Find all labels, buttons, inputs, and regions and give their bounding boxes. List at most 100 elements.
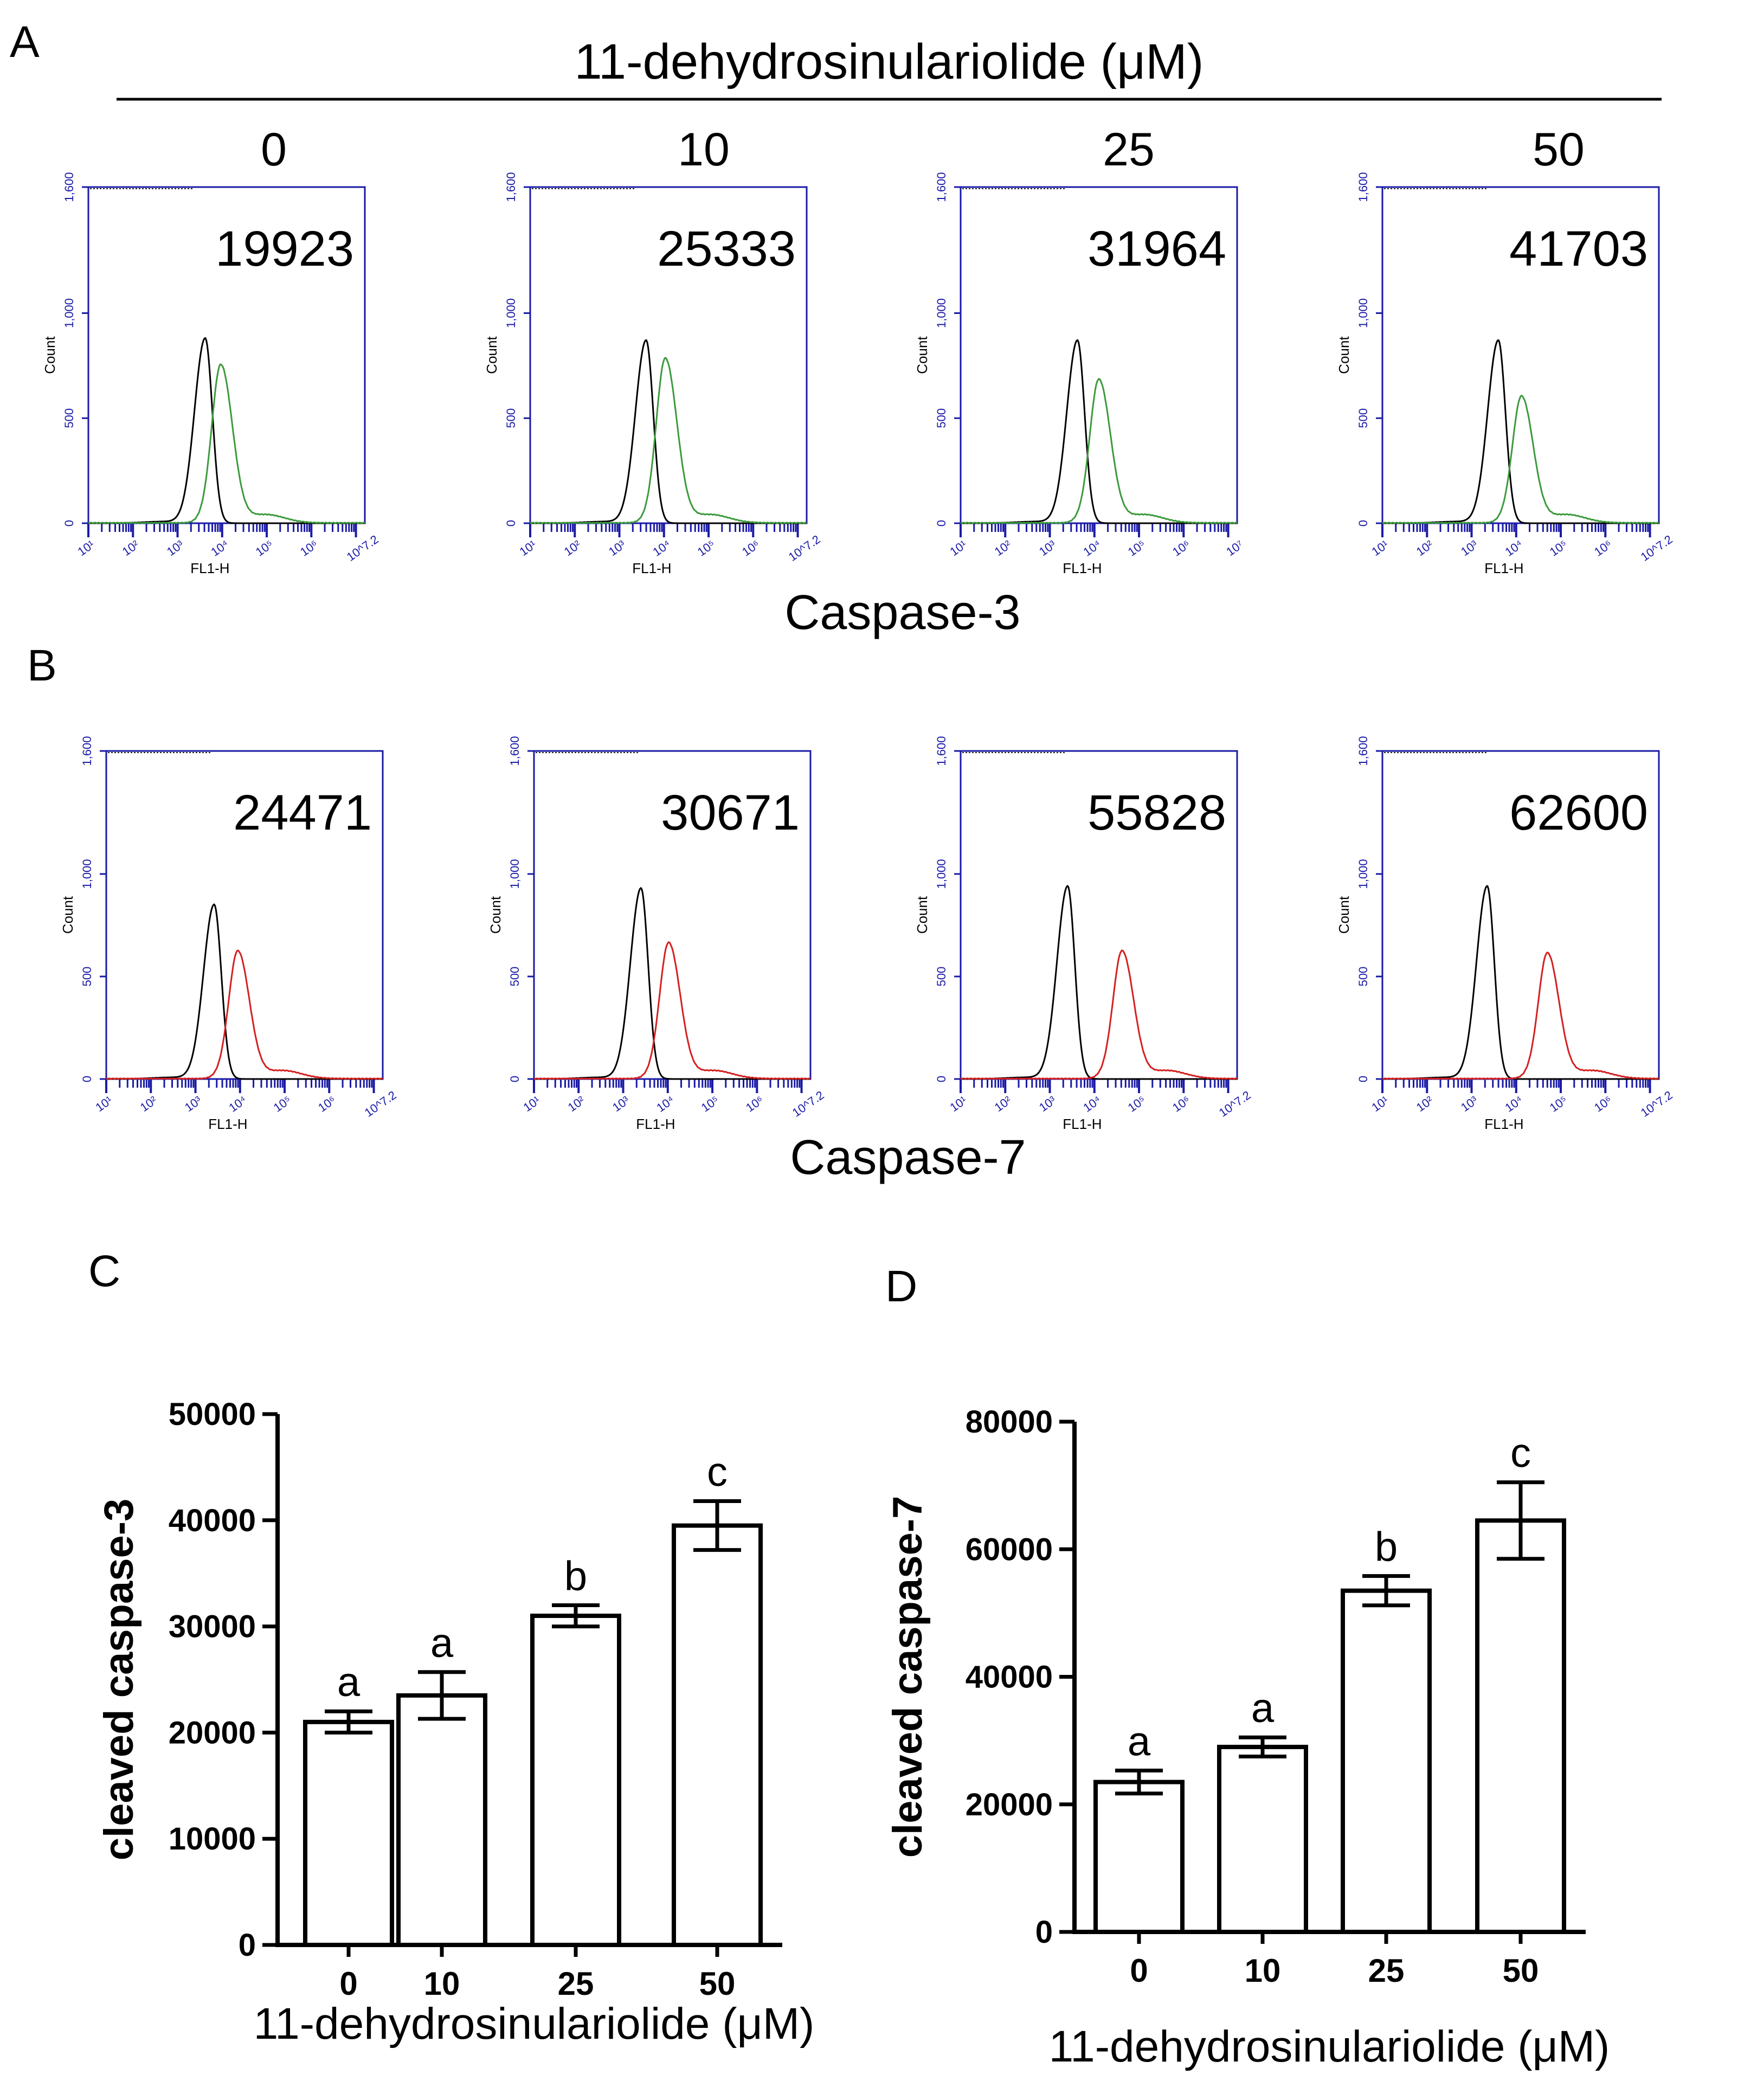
x-tick-label: 0 [1130,1953,1148,1989]
y-tick-label: 500 [504,408,518,428]
concentration-label: 0 [261,124,287,176]
histogram-curve-caspase-3 [960,377,1238,524]
significance-letter: b [564,1553,587,1599]
x-axis-label: 11-dehydrosinulariolide (μM) [254,1999,815,2048]
significance-letter: a [337,1659,361,1705]
y-tick-label: 500 [935,967,948,987]
y-tick-label: 40000 [966,1660,1053,1695]
histogram-curve-caspase-7 [1382,951,1659,1080]
bar [1093,1780,1185,1935]
bar [396,1693,487,1948]
panel-letter-b: B [27,641,57,690]
y-tick-label: 60000 [966,1532,1053,1567]
y-tick-label: 0 [239,1928,256,1963]
plot-frame [87,186,366,524]
y-tick-label: 0 [508,1076,522,1082]
mfi-value: 25333 [657,221,796,277]
y-axis-label: Count [60,896,76,934]
x-axis-label: FL1-H [208,1116,247,1132]
bar-chart-cleaved-caspase-3: 0 10000 20000 30000 40000 50000 a 0 a 10 b 25 c 50 cle… [96,1397,814,2048]
y-tick-label: 0 [62,520,76,526]
x-axis-label: FL1-H [1063,1116,1102,1132]
histogram-curve-caspase-7 [106,949,383,1080]
y-tick-label: 0 [1035,1915,1053,1950]
y-axis-label: Count [42,336,58,374]
y-tick-label: 40000 [169,1503,256,1538]
bar [1341,1588,1432,1935]
y-tick-label: 1,600 [935,736,948,766]
bar [672,1523,763,1948]
significance-letter: c [707,1449,728,1495]
header-title: 11-dehydrosinulariolide (μM) [575,34,1204,89]
y-tick-label: 20000 [169,1715,256,1750]
mfi-value: 31964 [1087,221,1226,277]
x-axis-label: FL1-H [190,560,229,576]
y-tick-label: 0 [935,1076,948,1082]
significance-letter: a [430,1620,454,1666]
x-axis-label: FL1-H [636,1116,675,1132]
histogram-curve-caspase-7 [960,949,1238,1080]
y-tick-label: 1,600 [1356,172,1370,202]
x-tick-label: 10 [424,1966,460,2002]
x-tick-label: 25 [1368,1953,1405,1989]
y-axis-label: Count [487,896,504,934]
y-tick-label: 0 [1356,520,1370,526]
y-tick-label: 0 [935,520,948,526]
y-axis-label: Count [1336,896,1352,934]
histogram-curve-caspase-3 [530,357,807,524]
mfi-value: 30671 [661,785,800,840]
y-tick-label: 0 [80,1076,94,1082]
x-tick-label: 50 [1503,1953,1539,1989]
y-tick-label: 1,000 [80,859,94,889]
x-axis-label: FL1-H [1484,560,1523,576]
y-tick-label: 1,000 [935,298,948,328]
panel-b-title: Caspase-7 [790,1131,1026,1185]
x-axis-label: FL1-H [1063,560,1102,576]
histogram-curve-caspase-7 [533,941,811,1080]
histogram-curve-caspase-3 [1382,394,1659,524]
plot-frame [1381,186,1660,524]
y-tick-label: 80000 [966,1404,1053,1440]
y-tick-label: 20000 [966,1787,1053,1822]
y-tick-label: 1,600 [935,172,948,202]
y-axis-label: cleaved caspase-3 [96,1499,142,1861]
x-axis-label: FL1-H [1484,1116,1523,1132]
y-tick-label: 0 [504,520,518,526]
y-tick-label: 1,000 [1356,859,1370,889]
bar [1475,1518,1566,1935]
panel-a-title: Caspase-3 [784,586,1020,640]
concentration-label: 10 [678,124,730,176]
y-tick-label: 500 [508,967,522,987]
plot-frame [529,186,808,524]
y-axis-label: cleaved caspase-7 [885,1496,931,1858]
bar [530,1614,621,1947]
x-axis-label: 11-dehydrosinulariolide (μM) [1049,2022,1610,2071]
y-tick-label: 1,000 [935,859,948,889]
histogram-curve-control [1382,885,1659,1080]
mfi-value: 55828 [1087,785,1226,840]
concentration-label: 50 [1533,124,1585,176]
bar [303,1719,394,1948]
y-tick-label: 1,000 [508,859,522,889]
significance-letter: b [1375,1524,1398,1570]
concentration-label: 25 [1103,124,1155,176]
y-tick-label: 1,600 [508,736,522,766]
mfi-value: 24471 [233,785,372,840]
mfi-value: 19923 [215,221,354,277]
y-tick-label: 30000 [169,1609,256,1645]
bar-chart-cleaved-caspase-7: 0 20000 40000 60000 80000 a 0 a 10 b 25 c 50 cleaved … [885,1404,1610,2071]
x-tick-label: 10 [1245,1953,1281,1989]
x-axis-label: FL1-H [632,560,671,576]
y-tick-label: 0 [1356,1076,1370,1082]
plot-frame [960,186,1238,524]
bar [1217,1744,1308,1934]
significance-letter: c [1510,1430,1531,1476]
y-tick-label: 1,000 [504,298,518,328]
y-tick-label: 10000 [169,1821,256,1857]
y-tick-label: 1,600 [504,172,518,202]
histogram-curve-caspase-3 [88,363,365,524]
